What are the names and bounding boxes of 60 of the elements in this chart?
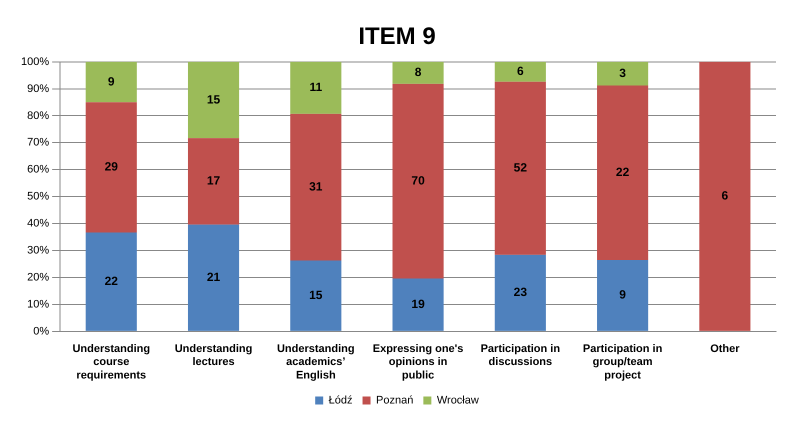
chart-title: ITEM 9	[358, 23, 436, 50]
annotation: 52	[514, 160, 528, 175]
bar	[699, 62, 750, 331]
x-tick-label: Understanding course requirements	[72, 343, 150, 382]
bar	[597, 260, 648, 331]
y-tick-label: 40%	[27, 218, 50, 230]
bar	[494, 82, 546, 255]
y-tick-label: 100%	[20, 56, 50, 68]
annotation: 23	[514, 285, 528, 300]
annotation: 3	[619, 66, 626, 80]
bar	[290, 260, 342, 331]
y-tick-label: 20%	[27, 272, 50, 284]
y-tick-label: 30%	[27, 244, 50, 257]
bar	[86, 62, 137, 102]
bar	[494, 254, 546, 331]
bar	[392, 84, 444, 279]
legend-label: Wrocław	[436, 394, 479, 407]
bar	[188, 138, 240, 225]
y-tick-label: 80%	[27, 110, 50, 122]
bar	[86, 102, 137, 232]
bar	[188, 62, 240, 138]
legend-label: Łódź	[328, 394, 353, 407]
x-tick-label: Participation in discussions	[480, 343, 560, 368]
x-tick-label: Other	[710, 343, 740, 356]
annotation: 17	[206, 174, 221, 188]
annotation: 15	[309, 288, 323, 302]
legend-label: Poznań	[376, 394, 414, 407]
y-tick-label: 0%	[33, 325, 50, 338]
x-tick-label: Participation in group/team project	[582, 343, 663, 382]
x-tick-label: Expressing one's opinions in public	[372, 343, 464, 382]
annotation: 22	[616, 165, 630, 180]
annotation: 21	[206, 270, 221, 284]
bar	[597, 62, 648, 86]
annotation: 9	[108, 74, 115, 88]
annotation: 22	[104, 274, 118, 288]
bar	[392, 62, 444, 84]
annotation: 6	[722, 188, 729, 203]
x-tick-label: Understanding academics’ English	[276, 343, 355, 382]
annotation: 19	[411, 297, 426, 312]
y-tick-label: 60%	[27, 164, 50, 176]
bar	[494, 62, 546, 82]
annotation: 8	[414, 65, 422, 80]
bar	[290, 114, 342, 260]
y-tick-label: 10%	[27, 298, 50, 310]
y-tick-label: 90%	[27, 82, 50, 95]
annotation: 15	[206, 92, 221, 106]
annotation: 11	[309, 80, 322, 94]
bar	[597, 86, 648, 260]
bar	[392, 278, 444, 331]
bar	[290, 62, 342, 114]
annotation: 9	[619, 288, 626, 302]
x-tick-label: Understanding lectures	[174, 343, 252, 368]
y-tick-label: 50%	[27, 190, 50, 203]
annotation: 70	[411, 174, 426, 188]
annotation: 6	[516, 64, 524, 78]
bar	[188, 224, 240, 331]
annotation: 29	[104, 160, 118, 174]
annotation: 31	[309, 179, 323, 194]
y-tick-label: 70%	[27, 136, 50, 149]
bar	[86, 232, 137, 331]
